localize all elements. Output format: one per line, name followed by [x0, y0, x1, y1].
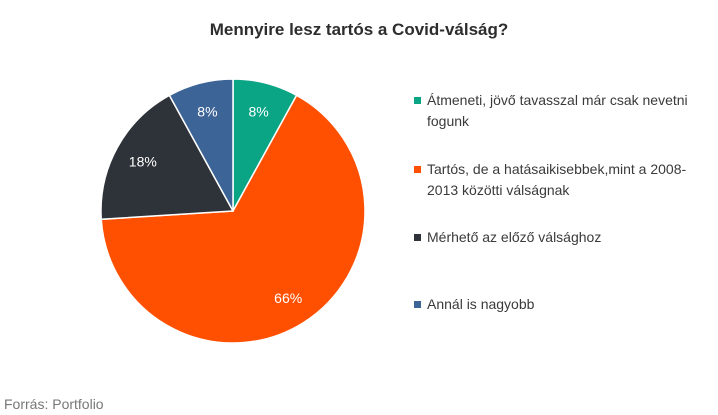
- source-note: Forrás: Portfolio: [4, 396, 104, 412]
- pie-slice[interactable]: [100, 94, 235, 221]
- pie-slice[interactable]: [100, 94, 366, 344]
- slice-value-label: 66%: [274, 290, 302, 306]
- legend-item-tartos[interactable]: Tartós, de a hatásaikisebbek,mint a 2008…: [414, 159, 714, 201]
- slice-value-label: 18%: [129, 153, 157, 169]
- legend-label: Átmeneti, jövő tavasszal már csak nevetn…: [427, 92, 688, 129]
- legend-label: Annál is nagyobb: [427, 296, 535, 312]
- legend-label: Mérhető az előző válsághoz: [427, 229, 602, 245]
- slice-value-label: 8%: [197, 103, 217, 119]
- legend-swatch: [414, 97, 421, 104]
- legend-item-atmeneti[interactable]: Átmeneti, jövő tavasszal már csak nevetn…: [414, 90, 714, 132]
- legend-item-merheto[interactable]: Mérhető az előző válsághoz: [414, 227, 714, 248]
- slice-value-label: 8%: [248, 103, 268, 119]
- legend-swatch: [414, 301, 421, 308]
- legend-label: Tartós, de a hatásaikisebbek,mint a 2008…: [427, 161, 687, 198]
- legend-item-nagyobb[interactable]: Annál is nagyobb: [414, 294, 714, 315]
- pie-slice[interactable]: [168, 78, 234, 212]
- chart-title: Mennyire lesz tartós a Covid-válság?: [209, 20, 509, 39]
- legend-swatch: [414, 234, 421, 241]
- legend-swatch: [414, 166, 421, 173]
